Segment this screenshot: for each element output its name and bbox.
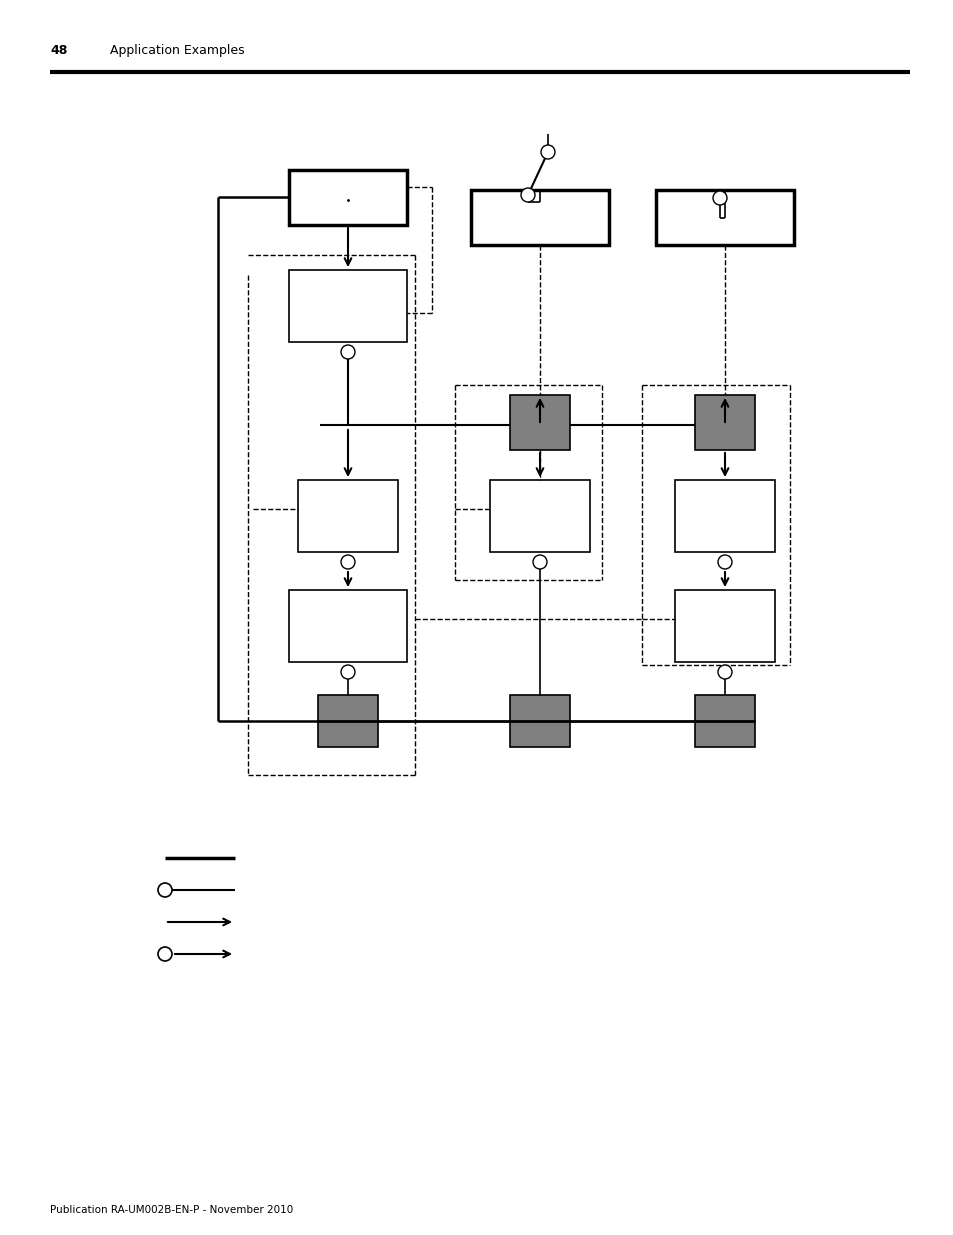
Ellipse shape	[158, 883, 172, 897]
Bar	[471, 190, 608, 245]
Ellipse shape	[533, 555, 546, 569]
Bar	[675, 590, 774, 662]
Text: Publication RA-UM002B-EN-P - November 2010: Publication RA-UM002B-EN-P - November 20…	[50, 1205, 293, 1215]
Ellipse shape	[718, 664, 731, 679]
Bar	[656, 190, 793, 245]
Ellipse shape	[158, 947, 172, 961]
Bar	[289, 170, 407, 225]
Bar	[510, 395, 569, 450]
Ellipse shape	[520, 188, 535, 203]
Bar	[289, 590, 407, 662]
Bar	[490, 480, 589, 552]
Ellipse shape	[712, 191, 726, 205]
Text: Application Examples: Application Examples	[110, 43, 244, 57]
Ellipse shape	[340, 345, 355, 359]
Bar	[695, 395, 754, 450]
Ellipse shape	[718, 555, 731, 569]
Ellipse shape	[340, 664, 355, 679]
Bar	[675, 480, 774, 552]
Ellipse shape	[340, 555, 355, 569]
Text: 48: 48	[50, 43, 68, 57]
Bar	[510, 695, 569, 747]
Bar	[297, 480, 397, 552]
Bar	[317, 695, 377, 747]
Bar	[695, 695, 754, 747]
Bar	[289, 270, 407, 342]
Ellipse shape	[540, 144, 555, 159]
